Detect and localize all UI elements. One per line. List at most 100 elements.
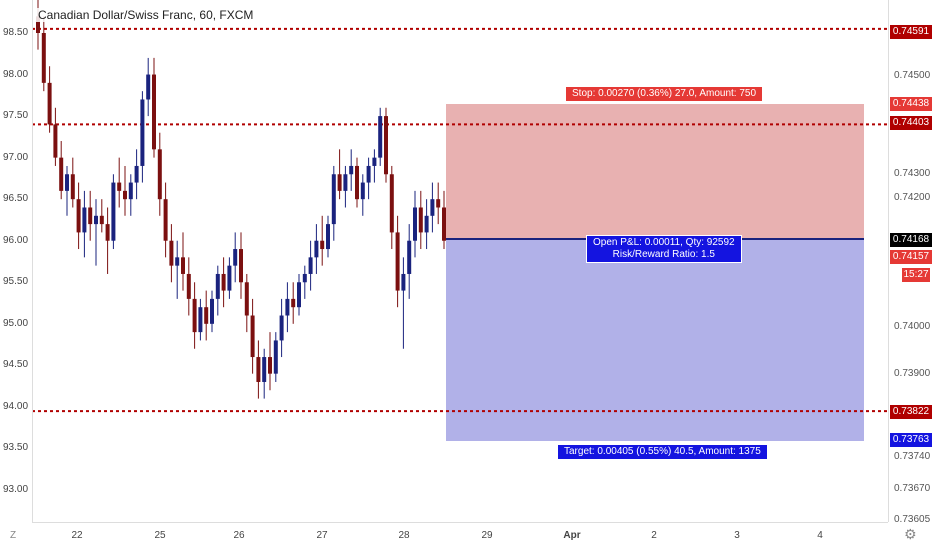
candle: [418, 190, 423, 250]
time-axis[interactable]: [32, 522, 888, 551]
candle-body: [320, 240, 325, 250]
chart-title: Canadian Dollar/Swiss Franc, 60, FXCM: [36, 8, 256, 22]
candle-body: [302, 273, 307, 283]
candle: [123, 165, 127, 216]
candle-body: [192, 298, 197, 333]
candle: [407, 224, 412, 299]
candle: [140, 91, 145, 183]
candle: [256, 340, 261, 399]
candle-body: [41, 33, 46, 83]
target-zone[interactable]: [446, 238, 864, 441]
candle: [360, 174, 365, 216]
candle-body: [82, 207, 87, 233]
left-tick-label: 97.00: [3, 151, 29, 163]
left-price-axis[interactable]: [0, 0, 33, 522]
candle-body: [215, 273, 220, 299]
candle: [297, 273, 301, 316]
candle-body: [337, 174, 342, 191]
candle: [76, 182, 81, 250]
candle-body: [105, 224, 110, 241]
candle-body: [430, 199, 435, 216]
candle-body: [146, 74, 151, 100]
candle: [239, 232, 243, 299]
candle: [186, 257, 191, 316]
candle: [181, 232, 185, 291]
candle-body: [59, 157, 64, 191]
candle: [134, 149, 139, 200]
candle-body: [297, 282, 301, 308]
candle-body: [285, 298, 290, 316]
candle-body: [36, 16, 40, 33]
zoom-button[interactable]: Z: [10, 530, 17, 541]
candle-body: [418, 207, 423, 233]
candle: [88, 190, 93, 241]
candle: [331, 165, 336, 241]
candle-body: [407, 240, 412, 274]
candle: [285, 282, 290, 333]
candle-body: [279, 315, 284, 341]
candle: [355, 157, 359, 208]
gear-icon[interactable]: ⚙: [904, 526, 917, 542]
time-tick-label: 2: [651, 530, 657, 541]
candle: [210, 290, 214, 333]
right-tick-label: 0.74500: [894, 70, 931, 81]
right-tick-label: 0.73740: [894, 451, 931, 462]
candle: [250, 298, 255, 374]
candle-body: [413, 207, 417, 241]
candle-body: [291, 298, 296, 308]
candle-body: [424, 215, 429, 233]
candle-body: [53, 124, 58, 158]
stop-label[interactable]: Stop: 0.00270 (0.36%) 27.0, Amount: 750: [566, 87, 763, 101]
candle-body: [210, 298, 214, 324]
candle-body: [152, 74, 156, 150]
candle: [41, 16, 46, 92]
target-label[interactable]: Target: 0.00405 (0.55%) 40.5, Amount: 13…: [558, 445, 767, 459]
candle: [395, 215, 400, 308]
candle: [389, 165, 394, 250]
left-tick-label: 96.50: [3, 193, 29, 205]
stop-zone[interactable]: [446, 104, 864, 238]
candle: [326, 215, 330, 258]
candle: [413, 190, 417, 258]
candle: [233, 232, 238, 283]
left-tick-label: 93.50: [3, 442, 29, 454]
time-tick-label: 3: [734, 530, 740, 541]
candle: [366, 157, 371, 200]
candle-body: [175, 257, 180, 266]
candle-body: [239, 249, 243, 283]
candle: [198, 298, 203, 341]
target-badge: 0.73763: [890, 433, 932, 447]
candle: [384, 107, 388, 183]
candle-body: [436, 199, 441, 208]
time-tick-label: 25: [154, 530, 166, 541]
candle-body: [314, 240, 319, 258]
candle: [262, 348, 267, 399]
left-tick-label: 94.00: [3, 400, 29, 412]
candle-body: [378, 116, 383, 158]
right-tick-label: 0.74000: [894, 321, 931, 332]
candle-body: [326, 224, 330, 250]
left-tick-label: 95.00: [3, 317, 29, 329]
candle-body: [227, 265, 232, 291]
candle-body: [157, 149, 162, 200]
candle-body: [308, 257, 313, 274]
candle: [94, 199, 98, 266]
candle: [273, 332, 278, 382]
candle: [401, 257, 406, 349]
time-tick-label: 22: [71, 530, 83, 541]
candle-body: [389, 174, 394, 233]
candle-body: [256, 357, 261, 382]
candle: [302, 265, 307, 299]
candle: [291, 282, 296, 324]
candle-body: [268, 357, 272, 374]
pnl-label[interactable]: Open P&L: 0.00011, Qty: 92592 Risk/Rewar…: [586, 235, 742, 263]
candle: [424, 199, 429, 250]
candle-body: [221, 273, 226, 291]
candle-body: [111, 182, 116, 241]
candle-body: [250, 315, 255, 358]
time-tick-label: Apr: [563, 530, 581, 541]
candle-body: [204, 307, 209, 324]
candle: [53, 107, 58, 166]
